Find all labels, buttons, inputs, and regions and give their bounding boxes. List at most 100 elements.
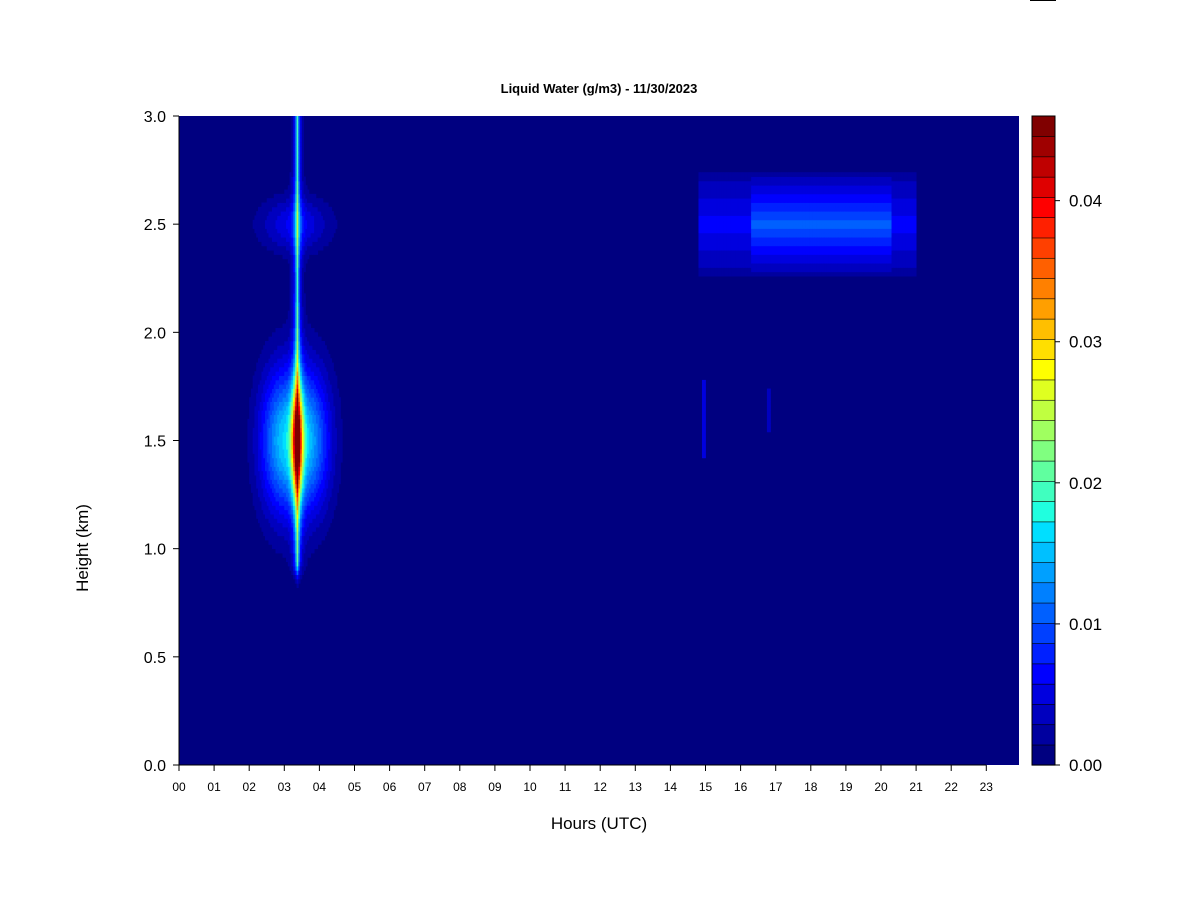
heatmap-cell <box>772 267 775 273</box>
heatmap-cell <box>291 405 294 411</box>
heatmap-cell <box>731 189 734 195</box>
heatmap-cell <box>737 237 740 242</box>
heatmap-cell <box>315 505 319 511</box>
heatmap-cell <box>266 440 269 446</box>
heatmap-cell <box>336 462 340 467</box>
heatmap-cell <box>275 353 278 359</box>
heatmap-cell <box>809 211 812 216</box>
heatmap-cell <box>308 392 312 398</box>
heatmap-cell <box>317 436 320 441</box>
heatmap-cell <box>796 215 799 221</box>
heatmap-cell <box>759 245 763 251</box>
heatmap-cell <box>280 414 283 420</box>
heatmap-cell <box>293 401 296 407</box>
heatmap-cell <box>817 211 820 216</box>
heatmap-cell <box>793 198 796 203</box>
heatmap-cell <box>319 388 322 394</box>
heatmap-cell <box>737 219 740 225</box>
heatmap-cell <box>296 466 299 472</box>
heatmap-cell <box>294 211 297 216</box>
heatmap-cell <box>772 176 775 182</box>
heatmap-cell <box>250 453 254 459</box>
heatmap-cell <box>319 470 322 476</box>
heatmap-cell <box>795 189 798 195</box>
heatmap-cell <box>305 501 308 506</box>
heatmap-cell <box>740 237 743 242</box>
heatmap-cell <box>298 483 301 489</box>
heatmap-cell <box>289 483 292 489</box>
heatmap-cell <box>284 332 287 338</box>
heatmap-cell <box>772 271 775 277</box>
heatmap-cell <box>284 228 287 234</box>
heatmap-cell <box>701 254 705 260</box>
heatmap-cell <box>780 189 784 195</box>
heatmap-cell <box>331 232 334 238</box>
heatmap-cell <box>266 483 269 489</box>
heatmap-cell <box>293 141 296 147</box>
heatmap-cell <box>803 271 806 277</box>
heatmap-cell <box>802 271 805 277</box>
heatmap-cell <box>731 215 734 221</box>
heatmap-cell <box>766 241 770 247</box>
heatmap-cell <box>305 401 308 407</box>
heatmap-cell <box>265 531 268 537</box>
heatmap-cell <box>800 176 803 182</box>
heatmap-cell <box>802 185 805 190</box>
heatmap-cell <box>287 241 290 247</box>
heatmap-cell <box>265 431 268 437</box>
heatmap-cell <box>298 453 301 459</box>
heatmap-cell <box>335 431 338 437</box>
heatmap-cell <box>300 427 303 433</box>
heatmap-cell <box>265 509 268 515</box>
heatmap-cell <box>289 172 292 177</box>
heatmap-cell <box>305 414 308 420</box>
heatmap-cell <box>287 462 290 467</box>
heatmap-cell <box>256 211 259 216</box>
heatmap-cell <box>254 371 257 376</box>
heatmap-cell <box>291 565 294 571</box>
heatmap-cell <box>259 501 262 506</box>
heatmap-cell <box>307 518 310 524</box>
heatmap-cell <box>263 211 266 216</box>
heatmap-cell <box>287 531 290 537</box>
heatmap-cell <box>277 418 280 424</box>
heatmap-cell <box>312 418 315 424</box>
heatmap-cell <box>322 206 326 212</box>
heatmap-cell <box>287 544 290 550</box>
heatmap-cell <box>265 462 268 467</box>
heatmap-cell <box>737 172 740 177</box>
heatmap-cell <box>291 297 294 303</box>
heatmap-cell <box>315 202 319 208</box>
heatmap-cell <box>254 440 257 446</box>
heatmap-cell <box>263 384 266 389</box>
heatmap-cell <box>784 189 787 195</box>
heatmap-cell <box>701 185 705 190</box>
heatmap-cell <box>328 522 331 528</box>
heatmap-cell <box>315 418 319 424</box>
heatmap-cell <box>742 211 745 216</box>
heatmap-cell <box>315 453 319 459</box>
heatmap-cell <box>802 250 805 255</box>
heatmap-cell <box>272 427 275 433</box>
heatmap-cell <box>795 224 798 229</box>
heatmap-cell <box>296 284 299 290</box>
heatmap-cell <box>280 423 283 428</box>
heatmap-cell <box>754 202 757 208</box>
heatmap-cell <box>754 180 757 186</box>
heatmap-cell <box>261 449 264 454</box>
heatmap-cell <box>789 267 792 273</box>
heatmap-cell <box>735 241 738 247</box>
heatmap-cell <box>703 444 706 450</box>
heatmap-cell <box>324 457 327 463</box>
heatmap-cell <box>298 267 301 273</box>
heatmap-cell <box>333 444 336 450</box>
heatmap-cell <box>730 258 733 264</box>
heatmap-cell <box>780 271 784 277</box>
heatmap-cell <box>254 423 257 428</box>
heatmap-cell <box>731 211 734 216</box>
heatmap-cell <box>307 514 310 519</box>
heatmap-cell <box>326 505 329 511</box>
heatmap-cell <box>319 475 322 480</box>
heatmap-cell <box>315 431 319 437</box>
heatmap-cell <box>259 219 262 225</box>
